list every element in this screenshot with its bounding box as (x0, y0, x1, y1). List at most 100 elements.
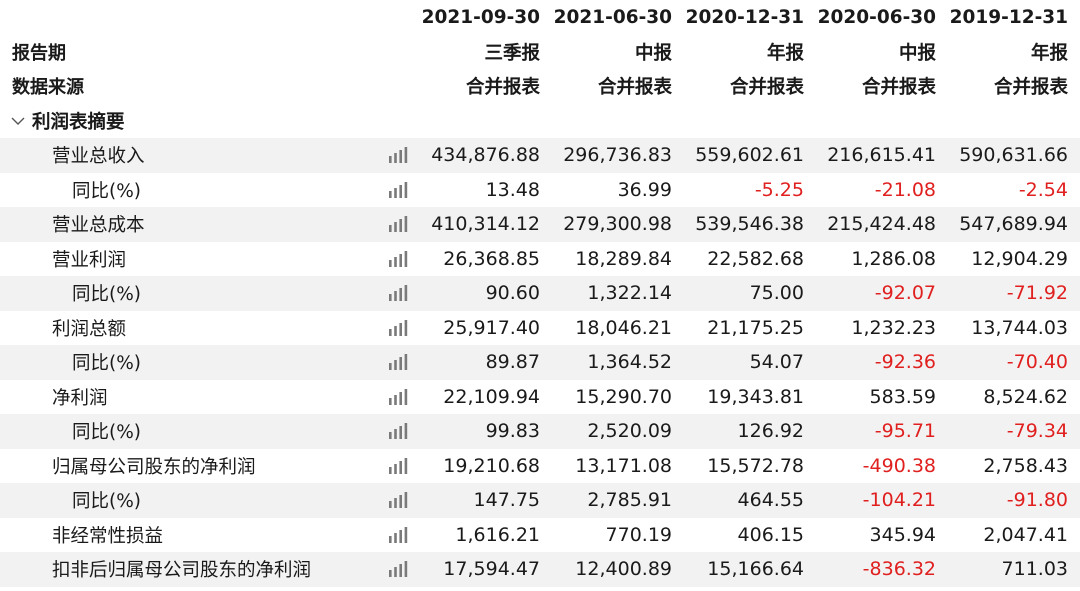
row-label-cell: 扣非后归属母公司股东的净利润 (0, 552, 418, 587)
column-period-type: 年报 (1030, 42, 1068, 64)
chevron-down-icon[interactable] (10, 113, 26, 129)
value-cell: 1,286.08 (851, 247, 936, 270)
row-label: 同比(%) (72, 422, 142, 444)
value-cell: 406.15 (737, 523, 804, 546)
row-label-source: 数据来源 (12, 77, 84, 99)
value-cell: 770.19 (605, 523, 672, 546)
value-cell: 26,368.85 (443, 247, 540, 270)
bar-chart-icon[interactable] (388, 285, 408, 302)
value-cell: 36.99 (617, 178, 672, 201)
bar-chart-icon[interactable] (388, 423, 408, 440)
section-toggle[interactable]: 利润表摘要 (0, 104, 418, 139)
table-row: 利润总额 25,917.40 18,046.21 21,175.25 1,232.23 1… (0, 311, 1080, 346)
value-cell: 15,572.78 (707, 454, 804, 477)
value-cell: -79.34 (1006, 420, 1068, 443)
value-cell: -836.32 (862, 558, 936, 581)
column-date[interactable]: 2021-06-30 (553, 6, 672, 28)
table-row: 同比(%) 89.87 1,364.52 54.07 -92.36 -70.40 (0, 345, 1080, 380)
table-row: 同比(%) 13.48 36.99 -5.25 -21.08 -2.54 (0, 173, 1080, 208)
column-date[interactable]: 2020-12-31 (685, 6, 804, 28)
column-date[interactable]: 2020-06-30 (817, 6, 936, 28)
value-cell: -2.54 (1018, 178, 1068, 201)
column-date[interactable]: 2021-09-30 (421, 6, 540, 28)
value-cell: 464.55 (737, 489, 804, 512)
value-cell: -104.21 (862, 489, 936, 512)
value-cell: 25,917.40 (443, 316, 540, 339)
value-cell: -91.80 (1006, 489, 1068, 512)
column-period-type: 中报 (898, 42, 936, 64)
row-label-cell: 同比(%) (0, 414, 418, 449)
table-row: 扣非后归属母公司股东的净利润 17,594.47 12,400.89 15,166.6… (0, 552, 1080, 587)
value-cell: 21,175.25 (707, 316, 804, 339)
value-cell: -92.36 (874, 351, 936, 374)
column-period-type: 三季报 (484, 42, 540, 64)
bar-chart-icon[interactable] (388, 216, 408, 233)
row-label-cell: 营业总成本 (0, 207, 418, 242)
value-cell: 18,289.84 (575, 247, 672, 270)
bar-chart-icon[interactable] (388, 250, 408, 267)
header-row-period: 报告期 三季报 中报 年报 中报 年报 (0, 35, 1080, 70)
value-cell: 13,744.03 (971, 316, 1068, 339)
column-source: 合并报表 (465, 77, 540, 99)
bar-chart-icon[interactable] (388, 492, 408, 509)
value-cell: 13,171.08 (575, 454, 672, 477)
header-row-date: 2021-09-30 2021-06-30 2020-12-31 2020-06-30… (0, 0, 1080, 35)
value-cell: 559,602.61 (695, 144, 804, 167)
value-cell: 12,904.29 (971, 247, 1068, 270)
bar-chart-icon[interactable] (388, 561, 408, 578)
row-label: 同比(%) (72, 284, 142, 306)
table-row: 归属母公司股东的净利润 19,210.68 13,171.08 15,572.78 -4… (0, 449, 1080, 484)
value-cell: 539,546.38 (695, 213, 804, 236)
value-cell: 279,300.98 (563, 213, 672, 236)
section-header-row[interactable]: 利润表摘要 (0, 104, 1080, 139)
value-cell: -95.71 (874, 420, 936, 443)
row-label-cell: 归属母公司股东的净利润 (0, 449, 418, 484)
value-cell: -92.07 (874, 282, 936, 305)
value-cell: 89.87 (485, 351, 540, 374)
row-label: 利润总额 (52, 318, 127, 340)
value-cell: 18,046.21 (575, 316, 672, 339)
column-date[interactable]: 2019-12-31 (949, 6, 1068, 28)
value-cell: 410,314.12 (431, 213, 540, 236)
value-cell: 1,364.52 (587, 351, 672, 374)
row-label: 扣非后归属母公司股东的净利润 (52, 560, 312, 582)
row-label-cell: 非经常性损益 (0, 518, 418, 553)
row-label: 营业总成本 (52, 215, 145, 237)
bar-chart-icon[interactable] (388, 457, 408, 474)
row-label-cell: 同比(%) (0, 483, 418, 518)
value-cell: 54.07 (749, 351, 804, 374)
value-cell: -70.40 (1006, 351, 1068, 374)
bar-chart-icon[interactable] (388, 319, 408, 336)
value-cell: 22,582.68 (707, 247, 804, 270)
value-cell: 2,520.09 (587, 420, 672, 443)
bar-chart-icon[interactable] (388, 147, 408, 164)
table-row: 同比(%) 147.75 2,785.91 464.55 -104.21 -91.80 (0, 483, 1080, 518)
column-source: 合并报表 (729, 77, 804, 99)
column-source: 合并报表 (861, 77, 936, 99)
row-label-cell: 同比(%) (0, 345, 418, 380)
value-cell: 19,210.68 (443, 454, 540, 477)
table-row: 同比(%) 99.83 2,520.09 126.92 -95.71 -79.34 (0, 414, 1080, 449)
value-cell: 711.03 (1001, 558, 1068, 581)
table-row: 营业总成本 410,314.12 279,300.98 539,546.38 215,4… (0, 207, 1080, 242)
value-cell: -490.38 (862, 454, 936, 477)
value-cell: 2,758.43 (983, 454, 1068, 477)
value-cell: 2,785.91 (587, 489, 672, 512)
bar-chart-icon[interactable] (388, 526, 408, 543)
table-row: 营业利润 26,368.85 18,289.84 22,582.68 1,286.08 1… (0, 242, 1080, 277)
value-cell: 99.83 (485, 420, 540, 443)
value-cell: 75.00 (749, 282, 804, 305)
row-label: 同比(%) (72, 491, 142, 513)
value-cell: 15,166.64 (707, 558, 804, 581)
value-cell: 547,689.94 (959, 213, 1068, 236)
column-period-type: 中报 (634, 42, 672, 64)
value-cell: 1,232.23 (851, 316, 936, 339)
bar-chart-icon[interactable] (388, 181, 408, 198)
bar-chart-icon[interactable] (388, 354, 408, 371)
value-cell: 583.59 (869, 385, 936, 408)
value-cell: 296,736.83 (563, 144, 672, 167)
bar-chart-icon[interactable] (388, 388, 408, 405)
column-source: 合并报表 (993, 77, 1068, 99)
value-cell: 1,616.21 (455, 523, 540, 546)
value-cell: 215,424.48 (827, 213, 936, 236)
